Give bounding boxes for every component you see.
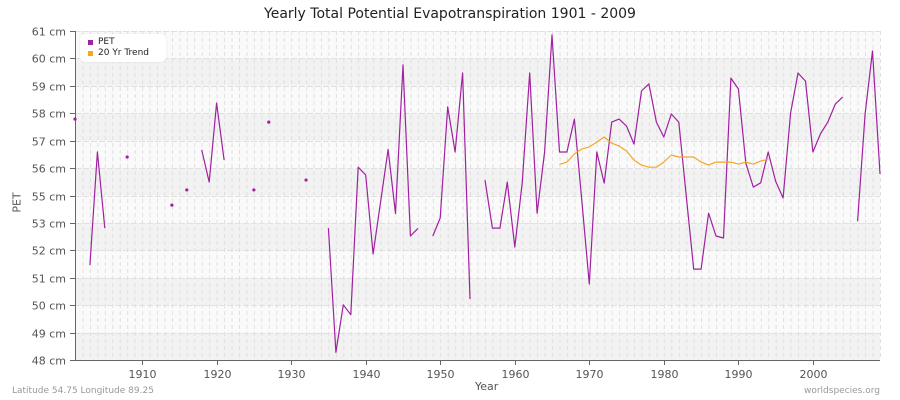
data-point [170, 203, 174, 207]
trend-swatch-icon [88, 50, 93, 56]
x-tick-label: 1980 [651, 368, 679, 381]
x-axis-label: Year [475, 380, 499, 393]
y-tick-label: 51 cm [32, 273, 66, 286]
y-tick-label: 52 cm [32, 245, 66, 258]
series-line [857, 50, 881, 222]
x-tick-label: 1960 [502, 368, 530, 381]
series-line [559, 136, 769, 168]
y-tick-label: 50 cm [32, 300, 66, 313]
x-tick-label: 1950 [427, 368, 455, 381]
series-line [89, 151, 106, 266]
y-tick-label: 58 cm [32, 108, 66, 121]
location-label: Latitude 54.75 Longitude 89.25 [12, 386, 154, 396]
y-tick-label: 53 cm [32, 218, 66, 231]
plot-series [73, 34, 881, 353]
x-tick-label: 1930 [278, 368, 306, 381]
y-tick-label: 48 cm [32, 355, 66, 368]
data-point [267, 120, 271, 124]
x-tick-label: 2000 [800, 368, 828, 381]
pet-swatch-icon [88, 39, 93, 45]
y-tick-label: 57 cm [32, 136, 66, 149]
y-tick-label: 61 cm [32, 26, 66, 39]
data-point [125, 155, 129, 159]
y-tick-label: 59 cm [32, 81, 66, 94]
y-tick-label: 49 cm [32, 328, 66, 341]
series-line [327, 64, 419, 353]
plot-axes: 48 cm 49 cm 50 cm 51 cm 52 cm 53 cm 55 cm 56 cm… [32, 26, 880, 381]
x-tick-label: 1970 [576, 368, 604, 381]
data-point [304, 178, 308, 182]
data-point [252, 188, 256, 192]
x-tick-label: 1990 [725, 368, 753, 381]
y-tick-label: 60 cm [32, 53, 66, 66]
legend-item-trend: 20 Yr Trend [88, 48, 149, 58]
series-line [432, 72, 471, 300]
data-point [73, 117, 77, 121]
data-point [185, 188, 189, 192]
x-tick-label: 1920 [204, 368, 232, 381]
source-label: worldspecies.org [803, 386, 880, 396]
y-tick-label: 55 cm [32, 191, 66, 204]
x-tick-label: 1940 [353, 368, 381, 381]
chart-title: Yearly Total Potential Evapotranspiratio… [264, 6, 636, 22]
series-line [201, 102, 225, 183]
x-tick-label: 1910 [129, 368, 157, 381]
legend-item-pet: PET [88, 37, 115, 47]
legend-label-trend: 20 Yr Trend [98, 48, 150, 58]
legend: PET 20 Yr Trend [80, 34, 166, 62]
y-tick-label: 56 cm [32, 163, 66, 176]
series-line [484, 34, 844, 285]
y-axis-label: PET [10, 192, 24, 213]
legend-label-pet: PET [98, 37, 115, 47]
